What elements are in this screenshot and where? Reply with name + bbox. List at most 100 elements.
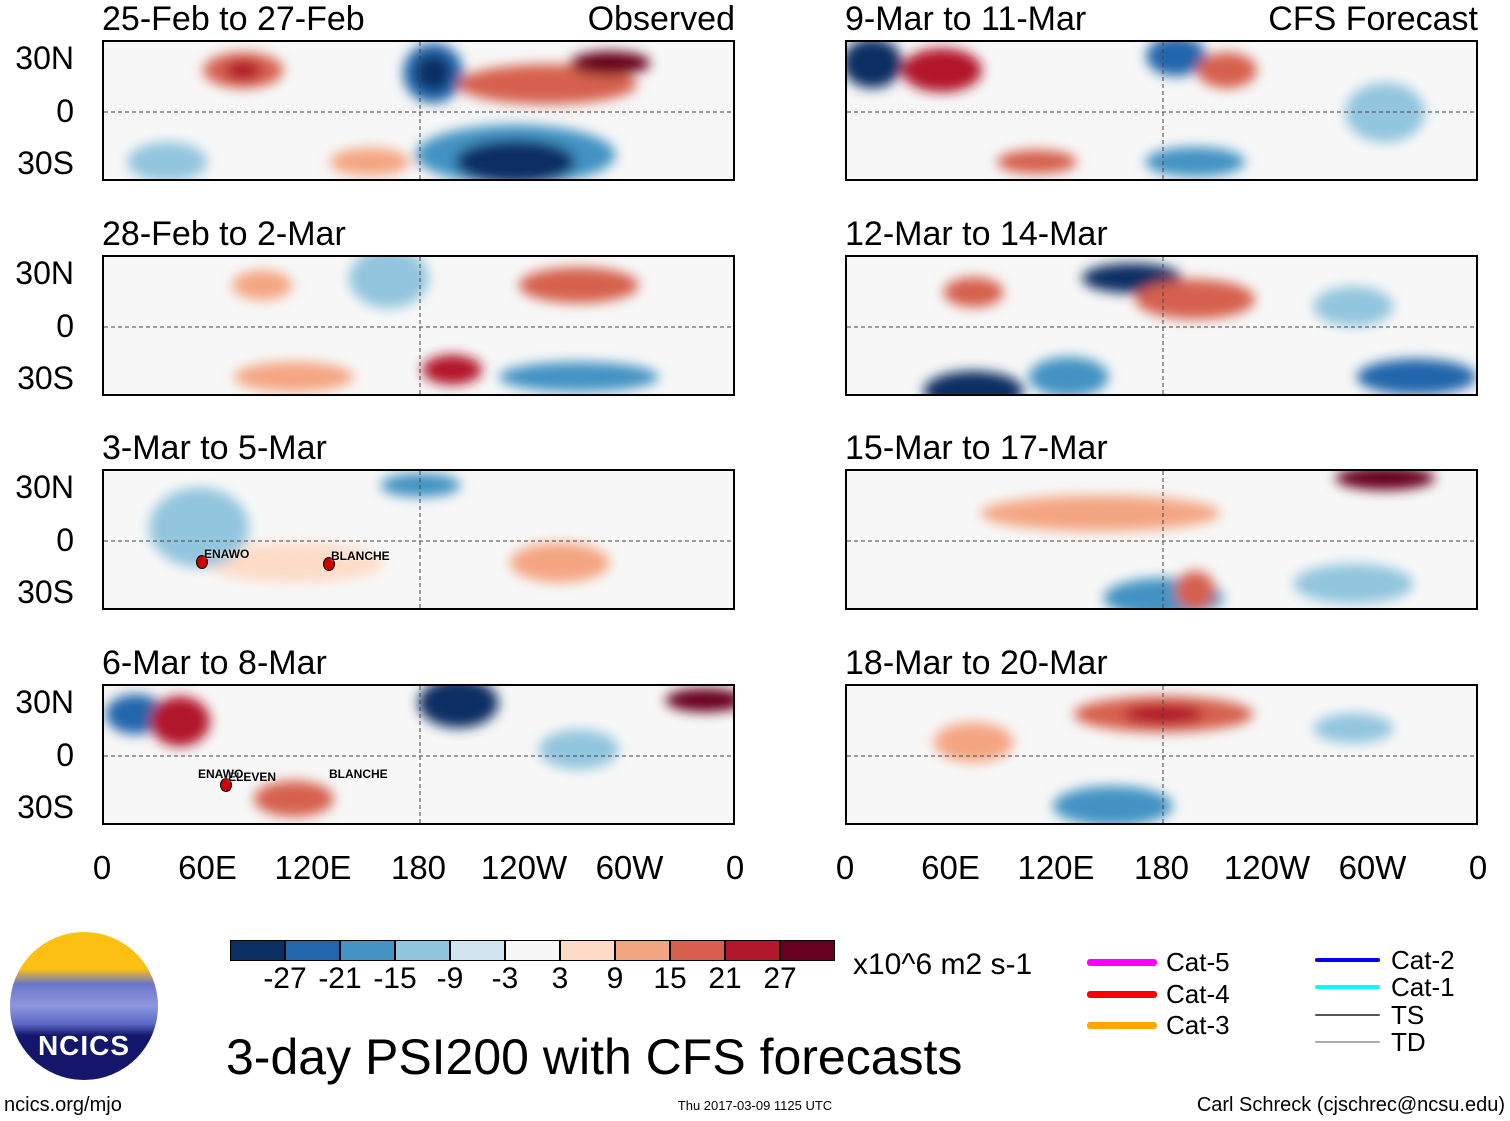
anomaly-contour xyxy=(415,55,452,92)
anomaly-contour xyxy=(923,370,1024,394)
anomaly-contour xyxy=(933,722,1014,763)
anomaly-contour xyxy=(570,51,651,76)
anomaly-contour xyxy=(127,141,208,179)
anomaly-contour xyxy=(457,64,638,105)
contour-field xyxy=(104,257,733,394)
anomaly-contour xyxy=(149,696,210,747)
map-panel xyxy=(845,255,1478,396)
lat-label: 0 xyxy=(56,737,74,773)
anomaly-contour xyxy=(901,48,982,93)
lat-label: 0 xyxy=(56,308,74,344)
colorbar-swatch xyxy=(505,940,560,961)
lat-label: 30N xyxy=(15,255,74,291)
contour-field xyxy=(104,686,733,823)
lon-label: 60W xyxy=(1338,849,1407,886)
anomaly-contour xyxy=(1196,52,1257,89)
anomaly-contour xyxy=(329,147,410,176)
lat-label: 30S xyxy=(17,360,74,396)
anomaly-contour xyxy=(847,42,903,89)
lat-label: 30N xyxy=(15,40,74,76)
panel-title: 25-Feb to 27-Feb xyxy=(102,0,365,38)
lon-label: 0 xyxy=(92,849,112,886)
anomaly-contour xyxy=(1175,570,1216,608)
colorbar-tick-label: 15 xyxy=(653,962,687,995)
lon-label: 180 xyxy=(390,849,447,886)
footer-author: Carl Schreck (cjschrec@ncsu.edu) xyxy=(1196,1094,1505,1116)
anomaly-contour xyxy=(233,361,354,392)
storm-marker-icon xyxy=(220,778,232,792)
legend-line-td xyxy=(1315,1041,1380,1043)
lon-label: 120E xyxy=(1017,849,1095,886)
legend-label: Cat-1 xyxy=(1391,972,1455,1002)
lon-label: 0 xyxy=(1468,849,1488,886)
lon-label: 120W xyxy=(480,849,568,886)
anomaly-contour xyxy=(1293,563,1414,604)
anomaly-contour xyxy=(1146,42,1207,77)
colorbar-tick-label: -9 xyxy=(436,962,464,995)
storm-label: BLANCHE xyxy=(331,549,390,563)
footer-site: ncics.org/mjo xyxy=(4,1094,122,1116)
panel-title: 15-Mar to 17-Mar xyxy=(845,429,1108,467)
colorbar-tick-label: 27 xyxy=(763,962,797,995)
colorbar-tick-label: 3 xyxy=(551,962,569,995)
lon-label: 120E xyxy=(274,849,352,886)
panel-title: 6-Mar to 8-Mar xyxy=(102,644,327,682)
lat-label: 30S xyxy=(17,145,74,181)
lon-label: 0 xyxy=(835,849,855,886)
colorbar-tick-label: 21 xyxy=(708,962,742,995)
footer-timestamp: Thu 2017-03-09 1125 UTC xyxy=(677,1098,833,1113)
anomaly-contour xyxy=(665,688,733,713)
anomaly-contour xyxy=(1052,785,1173,823)
map-panel xyxy=(102,684,735,825)
anomaly-contour xyxy=(538,729,619,770)
anomaly-contour xyxy=(1135,279,1256,320)
lon-label: 60W xyxy=(595,849,664,886)
colorbar-tick-label: -21 xyxy=(318,962,362,995)
storm-label: ENAWO xyxy=(198,767,244,781)
anomaly-contour xyxy=(1345,82,1426,143)
legend-label: TD xyxy=(1391,1027,1426,1057)
legend-label: Cat-5 xyxy=(1166,947,1230,977)
lon-label: 0 xyxy=(725,849,745,886)
contour-field xyxy=(847,686,1476,823)
colorbar-swatch xyxy=(395,940,450,961)
legend-line-cat-5 xyxy=(1087,958,1157,966)
colorbar-tick-label: -3 xyxy=(491,962,519,995)
panel-title: 12-Mar to 14-Mar xyxy=(845,215,1108,253)
anomaly-contour xyxy=(455,139,576,179)
lat-label: 0 xyxy=(56,93,74,129)
lon-label: 120W xyxy=(1223,849,1311,886)
lon-label: 180 xyxy=(1133,849,1190,886)
storm-marker-icon xyxy=(323,557,335,571)
anomaly-contour xyxy=(518,267,639,304)
storm-label: ELEVEN xyxy=(228,770,277,784)
anomaly-contour xyxy=(498,361,659,392)
legend-line-cat-3 xyxy=(1087,1021,1157,1029)
storm-label: BLANCHE xyxy=(329,767,388,781)
anomaly-contour xyxy=(1356,358,1476,394)
lon-label: 60E xyxy=(178,849,237,886)
colorbar-tick-label: 9 xyxy=(606,962,624,995)
anomaly-contour xyxy=(996,149,1077,174)
anomaly-contour xyxy=(1313,286,1394,327)
units-label: x10^6 m2 s-1 xyxy=(853,948,1033,981)
contour-field xyxy=(847,257,1476,394)
lat-label: 30S xyxy=(17,574,74,610)
legend-line-cat-1 xyxy=(1315,985,1380,989)
storm-label: ENAWO xyxy=(204,547,250,561)
panel-title: 18-Mar to 20-Mar xyxy=(845,644,1108,682)
lat-label: 0 xyxy=(56,522,74,558)
panel-header-observed: Observed xyxy=(587,0,735,38)
ncics-logo xyxy=(10,932,158,1080)
lat-label: 30S xyxy=(17,789,74,825)
anomaly-contour xyxy=(1313,713,1394,744)
colorbar-swatch xyxy=(560,940,615,961)
colorbar-swatch xyxy=(340,940,395,961)
anomaly-contour xyxy=(943,277,1004,308)
logo-text: NCICS xyxy=(37,1030,131,1061)
contour-field xyxy=(104,42,733,179)
legend-label: Cat-2 xyxy=(1391,945,1455,975)
anomaly-contour xyxy=(1145,146,1246,177)
anomaly-contour xyxy=(418,686,499,728)
